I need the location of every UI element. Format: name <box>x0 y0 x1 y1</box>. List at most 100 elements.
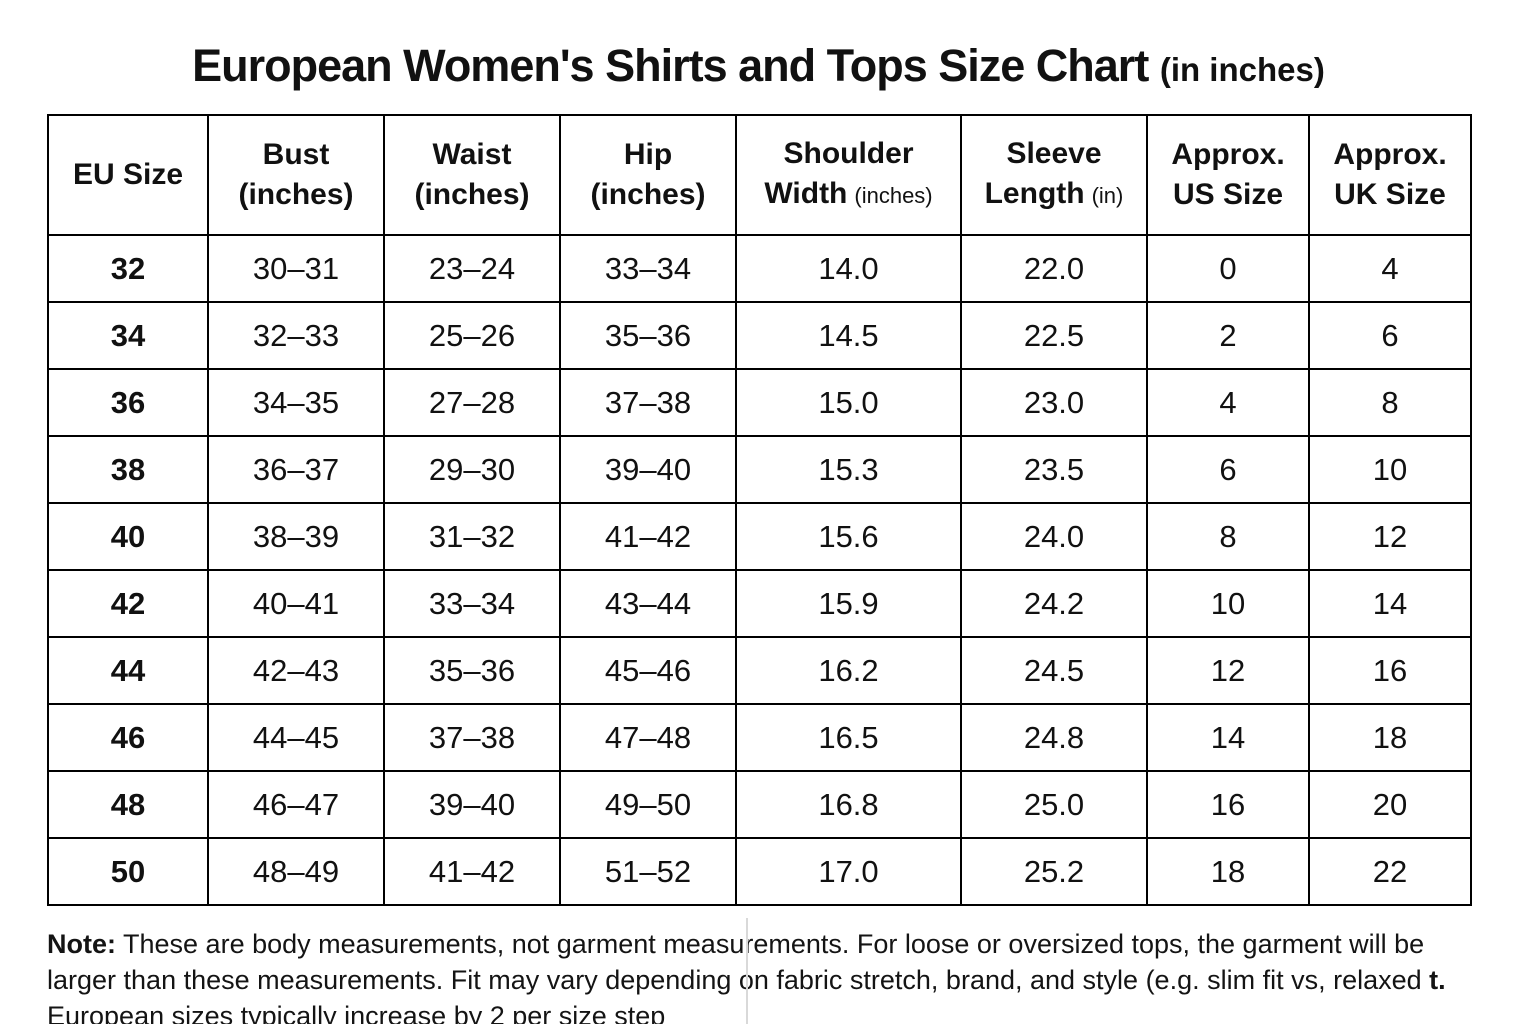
cell-bust: 44–45 <box>207 703 385 772</box>
cell-bust: 34–35 <box>207 368 385 437</box>
cell-eu: 36 <box>47 368 209 437</box>
cell-sleeve: 24.0 <box>960 502 1148 571</box>
table-row: 50 48–49 41–42 51–52 17.0 25.2 18 22 <box>47 837 1472 906</box>
cell-uk: 14 <box>1308 569 1472 638</box>
page-title: European Women's Shirts and Tops Size Ch… <box>47 0 1470 114</box>
faint-vertical-divider <box>746 918 748 1024</box>
cell-uk: 18 <box>1308 703 1472 772</box>
cell-shoulder: 16.8 <box>735 770 962 839</box>
cell-uk: 8 <box>1308 368 1472 437</box>
cell-shoulder: 15.6 <box>735 502 962 571</box>
cell-shoulder: 16.2 <box>735 636 962 705</box>
column-header-sleeve-length: Sleeve Length (in) <box>960 114 1148 236</box>
table-row: 36 34–35 27–28 37–38 15.0 23.0 4 8 <box>47 368 1472 437</box>
cell-hip: 47–48 <box>559 703 737 772</box>
cell-waist: 27–28 <box>383 368 561 437</box>
cell-shoulder: 14.0 <box>735 234 962 303</box>
cell-sleeve: 25.0 <box>960 770 1148 839</box>
cell-uk: 16 <box>1308 636 1472 705</box>
cell-eu: 42 <box>47 569 209 638</box>
cell-us: 16 <box>1146 770 1310 839</box>
cell-uk: 20 <box>1308 770 1472 839</box>
note: Note: These are body measurements, not g… <box>47 906 1449 1024</box>
cell-waist: 33–34 <box>383 569 561 638</box>
cell-shoulder: 17.0 <box>735 837 962 906</box>
cell-shoulder: 15.9 <box>735 569 962 638</box>
cell-eu: 34 <box>47 301 209 370</box>
table-header-row: EU Size Bust (inches) Waist (inches) Hip (i… <box>47 114 1472 236</box>
content-area: European Women's Shirts and Tops Size Ch… <box>47 0 1472 1024</box>
cell-sleeve: 25.2 <box>960 837 1148 906</box>
cell-hip: 33–34 <box>559 234 737 303</box>
cell-waist: 29–30 <box>383 435 561 504</box>
column-header-eu-size: EU Size <box>47 114 209 236</box>
cell-waist: 25–26 <box>383 301 561 370</box>
column-header-us-size: Approx. US Size <box>1146 114 1310 236</box>
cell-shoulder: 16.5 <box>735 703 962 772</box>
cell-hip: 35–36 <box>559 301 737 370</box>
cell-bust: 46–47 <box>207 770 385 839</box>
cell-us: 12 <box>1146 636 1310 705</box>
cell-hip: 39–40 <box>559 435 737 504</box>
cell-us: 6 <box>1146 435 1310 504</box>
cell-waist: 39–40 <box>383 770 561 839</box>
cell-sleeve: 24.5 <box>960 636 1148 705</box>
cell-waist: 37–38 <box>383 703 561 772</box>
cell-waist: 41–42 <box>383 837 561 906</box>
note-label: Note: <box>47 929 116 959</box>
cell-bust: 42–43 <box>207 636 385 705</box>
cell-uk: 6 <box>1308 301 1472 370</box>
cell-eu: 40 <box>47 502 209 571</box>
column-header-bust: Bust (inches) <box>207 114 385 236</box>
cell-uk: 12 <box>1308 502 1472 571</box>
cell-us: 0 <box>1146 234 1310 303</box>
note-bold-fragment: t. <box>1429 965 1446 995</box>
cell-eu: 46 <box>47 703 209 772</box>
cell-us: 14 <box>1146 703 1310 772</box>
cell-uk: 10 <box>1308 435 1472 504</box>
cell-bust: 36–37 <box>207 435 385 504</box>
cell-uk: 4 <box>1308 234 1472 303</box>
cell-eu: 44 <box>47 636 209 705</box>
cell-us: 8 <box>1146 502 1310 571</box>
cell-hip: 51–52 <box>559 837 737 906</box>
column-header-waist: Waist (inches) <box>383 114 561 236</box>
cell-shoulder: 15.3 <box>735 435 962 504</box>
cell-eu: 38 <box>47 435 209 504</box>
cell-us: 4 <box>1146 368 1310 437</box>
table-row: 48 46–47 39–40 49–50 16.8 25.0 16 20 <box>47 770 1472 839</box>
cell-sleeve: 23.0 <box>960 368 1148 437</box>
column-header-shoulder-width: Shoulder Width (inches) <box>735 114 962 236</box>
note-body-1: These are body measurements, not garment… <box>47 929 1430 995</box>
note-body-2: European sizes typically increase by 2 p… <box>47 1001 666 1024</box>
cell-eu: 32 <box>47 234 209 303</box>
cell-us: 18 <box>1146 837 1310 906</box>
cell-sleeve: 22.0 <box>960 234 1148 303</box>
table-row: 40 38–39 31–32 41–42 15.6 24.0 8 12 <box>47 502 1472 571</box>
cell-waist: 23–24 <box>383 234 561 303</box>
size-table-body: 32 30–31 23–24 33–34 14.0 22.0 0 4 34 32–33 25–26 3… <box>47 234 1472 906</box>
cell-hip: 45–46 <box>559 636 737 705</box>
size-chart-table: EU Size Bust (inches) Waist (inches) Hip (i… <box>47 114 1472 906</box>
page-title-suffix: (in inches) <box>1159 51 1325 88</box>
table-row: 42 40–41 33–34 43–44 15.9 24.2 10 14 <box>47 569 1472 638</box>
cell-bust: 48–49 <box>207 837 385 906</box>
column-header-hip: Hip (inches) <box>559 114 737 236</box>
table-row: 44 42–43 35–36 45–46 16.2 24.5 12 16 <box>47 636 1472 705</box>
cell-hip: 43–44 <box>559 569 737 638</box>
column-header-uk-size: Approx. UK Size <box>1308 114 1472 236</box>
cell-hip: 37–38 <box>559 368 737 437</box>
cell-sleeve: 23.5 <box>960 435 1148 504</box>
table-row: 34 32–33 25–26 35–36 14.5 22.5 2 6 <box>47 301 1472 370</box>
cell-bust: 30–31 <box>207 234 385 303</box>
cell-eu: 48 <box>47 770 209 839</box>
table-row: 32 30–31 23–24 33–34 14.0 22.0 0 4 <box>47 234 1472 303</box>
cell-uk: 22 <box>1308 837 1472 906</box>
cell-hip: 41–42 <box>559 502 737 571</box>
cell-shoulder: 14.5 <box>735 301 962 370</box>
cell-waist: 31–32 <box>383 502 561 571</box>
cell-bust: 38–39 <box>207 502 385 571</box>
cell-us: 2 <box>1146 301 1310 370</box>
cell-sleeve: 24.8 <box>960 703 1148 772</box>
